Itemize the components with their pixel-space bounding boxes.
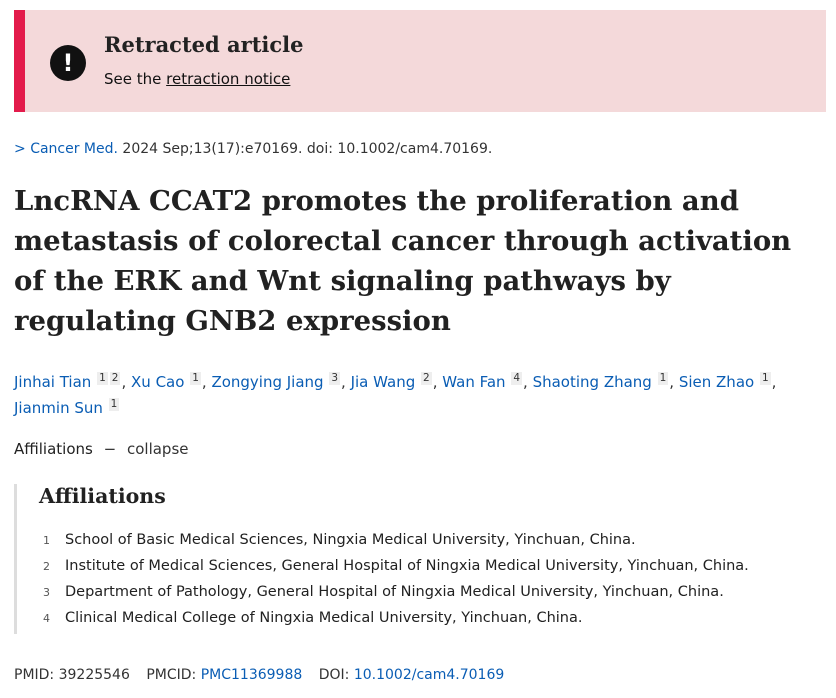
exclamation-icon: ! bbox=[50, 45, 86, 81]
affiliation-item: 3 Department of Pathology, General Hospit… bbox=[43, 579, 749, 605]
author-separator: , bbox=[771, 373, 777, 391]
pmid-label: PMID: bbox=[14, 667, 55, 683]
identifiers-line: PMID: 39225546 PMCID: PMC11369988 DOI: 1… bbox=[14, 667, 504, 683]
author-link[interactable]: Wan Fan bbox=[442, 373, 506, 391]
retraction-banner: ! Retracted article See the retraction n… bbox=[14, 10, 826, 112]
author-link[interactable]: Xu Cao bbox=[131, 373, 185, 391]
affiliation-marker[interactable]: 1 bbox=[97, 372, 108, 385]
journal-arrow-icon[interactable]: > bbox=[14, 141, 26, 157]
affiliation-text: School of Basic Medical Sciences, Ningxi… bbox=[65, 532, 636, 548]
retraction-notice-link[interactable]: retraction notice bbox=[166, 70, 291, 88]
affiliation-number: 1 bbox=[43, 534, 50, 547]
affiliation-number: 4 bbox=[43, 612, 50, 625]
affiliation-marker[interactable]: 4 bbox=[511, 372, 523, 385]
author-link[interactable]: Jia Wang bbox=[350, 373, 416, 391]
doi-label: DOI: bbox=[318, 667, 350, 683]
affiliations-list: 1 School of Basic Medical Sciences, Ningx… bbox=[43, 527, 749, 631]
author-separator: , bbox=[121, 373, 132, 391]
pmcid-link[interactable]: PMC11369988 bbox=[200, 667, 303, 683]
author-separator: , bbox=[432, 373, 443, 391]
article-title: LncRNA CCAT2 promotes the proliferation … bbox=[14, 185, 792, 337]
affiliation-number: 3 bbox=[43, 586, 50, 599]
author-separator: , bbox=[669, 373, 679, 391]
affiliations-toggle-label: Affiliations bbox=[14, 440, 93, 458]
doi-link[interactable]: 10.1002/cam4.70169 bbox=[353, 667, 505, 683]
author-link[interactable]: Zongying Jiang bbox=[211, 373, 324, 391]
banner-subtitle: See the retraction notice bbox=[104, 70, 290, 88]
citation-details: 2024 Sep;13(17):e70169. doi: 10.1002/cam… bbox=[122, 141, 493, 157]
collapse-button[interactable]: collapse bbox=[126, 440, 189, 458]
citation-line: > Cancer Med. 2024 Sep;13(17):e70169. do… bbox=[14, 141, 492, 157]
affiliation-item: 1 School of Basic Medical Sciences, Ningx… bbox=[43, 527, 749, 553]
affiliations-panel: Affiliations 1 School of Basic Medical Sc… bbox=[14, 484, 826, 634]
author-separator: , bbox=[341, 373, 351, 391]
affiliation-marker[interactable]: 2 bbox=[109, 372, 121, 385]
affiliations-toggle[interactable]: Affiliations − collapse bbox=[14, 440, 189, 458]
affiliation-item: 4 Clinical Medical College of Ningxia Med… bbox=[43, 605, 749, 631]
affiliations-toggle-dash: − bbox=[103, 440, 117, 458]
journal-link[interactable]: Cancer Med. bbox=[30, 141, 118, 157]
affiliation-marker[interactable]: 1 bbox=[759, 372, 771, 385]
affiliation-text: Institute of Medical Sciences, General H… bbox=[65, 558, 749, 574]
author-separator: , bbox=[523, 373, 533, 391]
affiliation-item: 2 Institute of Medical Sciences, General … bbox=[43, 553, 749, 579]
pmcid-label: PMCID: bbox=[146, 667, 197, 683]
affiliation-marker[interactable]: 3 bbox=[329, 372, 341, 385]
affiliation-text: Clinical Medical College of Ningxia Medi… bbox=[65, 610, 583, 626]
author-link[interactable]: Shaoting Zhang bbox=[532, 373, 652, 391]
affiliation-marker[interactable]: 1 bbox=[657, 372, 669, 385]
affiliation-marker[interactable]: 1 bbox=[108, 398, 120, 411]
author-link[interactable]: Jinhai Tian bbox=[14, 373, 92, 391]
author-separator: , bbox=[201, 373, 212, 391]
banner-title: Retracted article bbox=[104, 32, 304, 57]
affiliation-text: Department of Pathology, General Hospita… bbox=[65, 584, 724, 600]
author-link[interactable]: Jianmin Sun bbox=[14, 399, 103, 417]
affiliation-marker[interactable]: 2 bbox=[421, 372, 432, 385]
banner-sub-prefix: See the bbox=[104, 70, 167, 88]
affiliation-number: 2 bbox=[43, 560, 50, 573]
pmid-value: 39225546 bbox=[58, 667, 130, 683]
affiliations-heading: Affiliations bbox=[39, 484, 166, 508]
affiliation-marker[interactable]: 1 bbox=[190, 372, 201, 385]
author-link[interactable]: Sien Zhao bbox=[678, 373, 755, 391]
